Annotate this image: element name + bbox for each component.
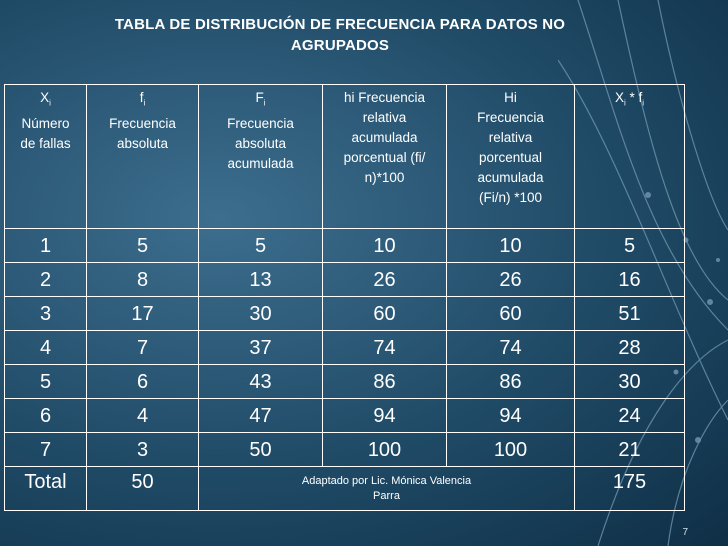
title-line-2: AGRUPADOS	[290, 37, 390, 54]
cell-Fi: 43	[198, 364, 323, 399]
header-xi: Xi Número de fallas	[4, 84, 87, 229]
credit-text: Adaptado por Lic. Mónica Valencia Parra	[301, 475, 472, 502]
cell-Hi: 74	[446, 330, 575, 365]
cell-Fi: 50	[198, 432, 323, 467]
cell-xi: 4	[4, 330, 87, 365]
cell-xi: 6	[4, 398, 87, 433]
cell-xifi: 30	[574, 364, 685, 399]
cell-hi: 100	[322, 432, 447, 467]
cell-Hi: 86	[446, 364, 575, 399]
cell-fi: 7	[86, 330, 199, 365]
cell-xifi: 21	[574, 432, 685, 467]
table-row: 2 8 13 26 26 16	[4, 262, 685, 297]
cell-xifi: 51	[574, 296, 685, 331]
cell-fi: 17	[86, 296, 199, 331]
cell-xi: 3	[4, 296, 87, 331]
cell-fi: 8	[86, 262, 199, 297]
cell-xi: 5	[4, 364, 87, 399]
cell-xifi: 28	[574, 330, 685, 365]
header-xi-times-fi: Xi * fi	[574, 84, 685, 229]
cell-Fi: 37	[198, 330, 323, 365]
cell-Fi: 13	[198, 262, 323, 297]
table-row: 7 3 50 100 100 21	[4, 432, 685, 467]
cell-Hi: 94	[446, 398, 575, 433]
cell-xifi: 24	[574, 398, 685, 433]
cell-fi: 4	[86, 398, 199, 433]
cell-hi: 86	[322, 364, 447, 399]
cell-Hi: 26	[446, 262, 575, 297]
cell-xi: 1	[4, 228, 87, 263]
cell-Fi: 30	[198, 296, 323, 331]
total-label: Total	[4, 466, 87, 511]
header-hi: hi Frecuencia relativa acumulada porcent…	[322, 84, 447, 229]
cell-xifi: 5	[574, 228, 685, 263]
table-header-row: Xi Número de fallas fi Frecuencia absolu…	[4, 84, 685, 229]
cell-fi: 6	[86, 364, 199, 399]
cell-Fi: 47	[198, 398, 323, 433]
title-line-1: TABLA DE DISTRIBUCIÓN DE FRECUENCIA PARA…	[114, 16, 566, 33]
table-row: 6 4 47 94 94 24	[4, 398, 685, 433]
table-total-row: Total 50 Adaptado por Lic. Mónica Valenc…	[4, 466, 685, 511]
header-fi: fi Frecuencia absoluta	[86, 84, 199, 229]
cell-hi: 94	[322, 398, 447, 433]
cell-xi: 7	[4, 432, 87, 467]
page-title: TABLA DE DISTRIBUCIÓN DE FRECUENCIA PARA…	[40, 14, 640, 56]
header-Fi: Fi Frecuencia absoluta acumulada	[198, 84, 323, 229]
cell-Hi: 10	[446, 228, 575, 263]
table-row: 5 6 43 86 86 30	[4, 364, 685, 399]
cell-fi: 5	[86, 228, 199, 263]
header-Hi: Hi Frecuencia relativa porcentual acumul…	[446, 84, 575, 229]
frequency-table: Xi Número de fallas fi Frecuencia absolu…	[4, 84, 685, 511]
table-row: 3 17 30 60 60 51	[4, 296, 685, 331]
credit-cell: Adaptado por Lic. Mónica Valencia Parra	[198, 466, 575, 511]
total-xifi: 175	[574, 466, 685, 511]
cell-Fi: 5	[198, 228, 323, 263]
total-fi: 50	[86, 466, 199, 511]
cell-xifi: 16	[574, 262, 685, 297]
cell-Hi: 100	[446, 432, 575, 467]
table-row: 4 7 37 74 74 28	[4, 330, 685, 365]
cell-fi: 3	[86, 432, 199, 467]
table-row: 1 5 5 10 10 5	[4, 228, 685, 263]
cell-xi: 2	[4, 262, 87, 297]
cell-hi: 74	[322, 330, 447, 365]
slide-number: 7	[682, 527, 688, 538]
cell-hi: 60	[322, 296, 447, 331]
cell-hi: 26	[322, 262, 447, 297]
cell-Hi: 60	[446, 296, 575, 331]
cell-hi: 10	[322, 228, 447, 263]
